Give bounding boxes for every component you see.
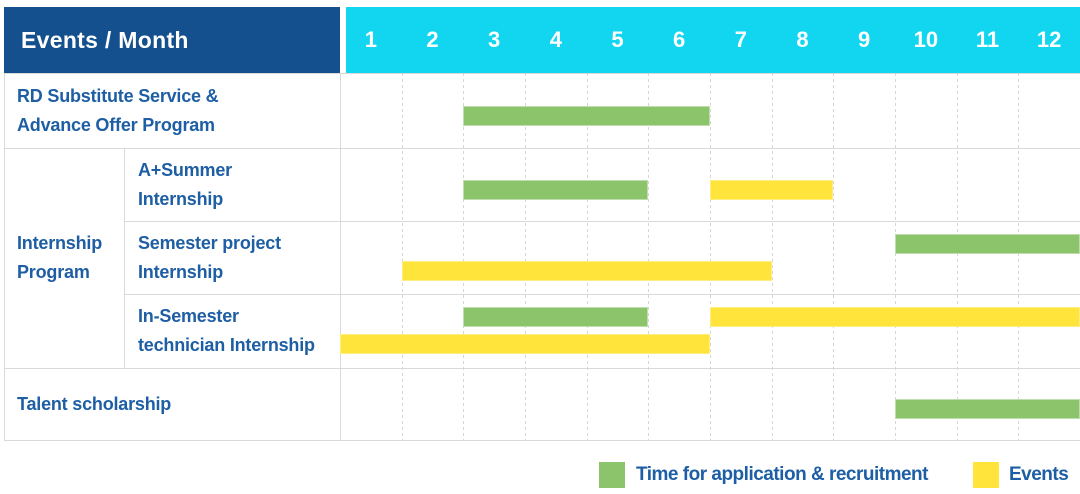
row-label-talent-scholarship: Talent scholarship	[4, 368, 340, 440]
month-header-9: 9	[858, 27, 871, 52]
month-header-11: 11	[975, 27, 1000, 52]
month-header-6: 6	[673, 27, 686, 52]
column-divider	[340, 73, 341, 440]
row-label-line: Talent scholarship	[17, 393, 172, 414]
row-label-line: Semester project	[138, 232, 281, 253]
month-header-12: 12	[1036, 27, 1062, 52]
months-header-background	[346, 7, 1080, 73]
month-header-2: 2	[426, 27, 439, 52]
row-label-line: RD Substitute Service &	[17, 85, 219, 106]
row-label-rd-substitute: RD Substitute Service & Advance Offer Pro…	[4, 73, 340, 148]
gantt-bar-in-semester-technician-internship-yellow-m7-12	[710, 307, 1080, 327]
gantt-bar-semester-project-internship-green-m10-12	[895, 234, 1080, 254]
column-divider	[124, 148, 125, 368]
events-month-header-label: Events / Month	[21, 26, 189, 53]
gantt-bar-semester-project-internship-yellow-m2-7	[401, 261, 772, 281]
legend-swatch-green	[599, 462, 625, 488]
legend-label-events: Events	[1009, 464, 1069, 485]
month-gridline	[1018, 73, 1019, 440]
row-label-line: In-Semester	[138, 306, 239, 326]
row-label-line: Advance Offer Program	[17, 114, 215, 135]
row-divider	[4, 440, 1080, 441]
row-divider	[4, 73, 1080, 74]
month-gridline	[833, 73, 834, 440]
gantt-bar-in-semester-technician-internship-green-m3-5	[463, 307, 649, 327]
row-label-semester-project-internship: Semester project Internship	[124, 221, 340, 294]
row-label-line: technician Internship	[138, 335, 315, 355]
month-gridline	[463, 73, 464, 440]
month-gridline	[957, 73, 958, 440]
month-header-5: 5	[611, 27, 624, 52]
gantt-bar-in-semester-technician-internship-yellow-m1-6	[340, 334, 710, 354]
month-gridline	[648, 73, 649, 440]
row-divider	[124, 221, 1080, 222]
row-label-line: A+Summer	[138, 159, 232, 180]
group-label-internship-program: Internship Program	[4, 148, 124, 368]
gantt-bar-a-summer-internship-yellow-m7-8	[710, 180, 834, 200]
month-gridline	[710, 73, 711, 440]
row-divider	[4, 368, 1080, 369]
group-label-line: Internship	[17, 233, 103, 253]
month-gridline	[587, 73, 588, 440]
month-header-10: 10	[913, 27, 939, 52]
group-label-line: Program	[17, 262, 90, 282]
row-label-in-semester-technician-internship: In-Semester technician Internship	[124, 294, 340, 368]
month-header-3: 3	[488, 27, 501, 52]
column-divider	[4, 73, 5, 440]
row-divider	[124, 294, 1080, 295]
month-header-8: 8	[796, 27, 809, 52]
legend-label-application-recruitment: Time for application & recruitment	[636, 464, 928, 485]
row-label-line: Internship	[138, 261, 224, 282]
row-label-a-summer-internship: A+Summer Internship	[124, 148, 340, 221]
row-divider	[4, 148, 1080, 149]
gantt-bar-a-summer-internship-green-m3-5	[463, 180, 649, 200]
month-header-1: 1	[364, 27, 377, 52]
gantt-bar-talent-scholarship-green-m10-12	[895, 399, 1080, 419]
month-header-7: 7	[734, 27, 747, 52]
month-gridline	[772, 73, 773, 440]
gantt-bar-rd-substitute-green-m3-6	[463, 106, 710, 126]
month-gridline	[895, 73, 896, 440]
month-gridline	[402, 73, 403, 440]
month-header-4: 4	[549, 27, 562, 52]
events-month-header-cell: Events / Month	[4, 7, 340, 73]
legend-swatch-yellow	[973, 462, 999, 488]
row-label-line: Internship	[138, 188, 224, 209]
month-gridline	[525, 73, 526, 440]
